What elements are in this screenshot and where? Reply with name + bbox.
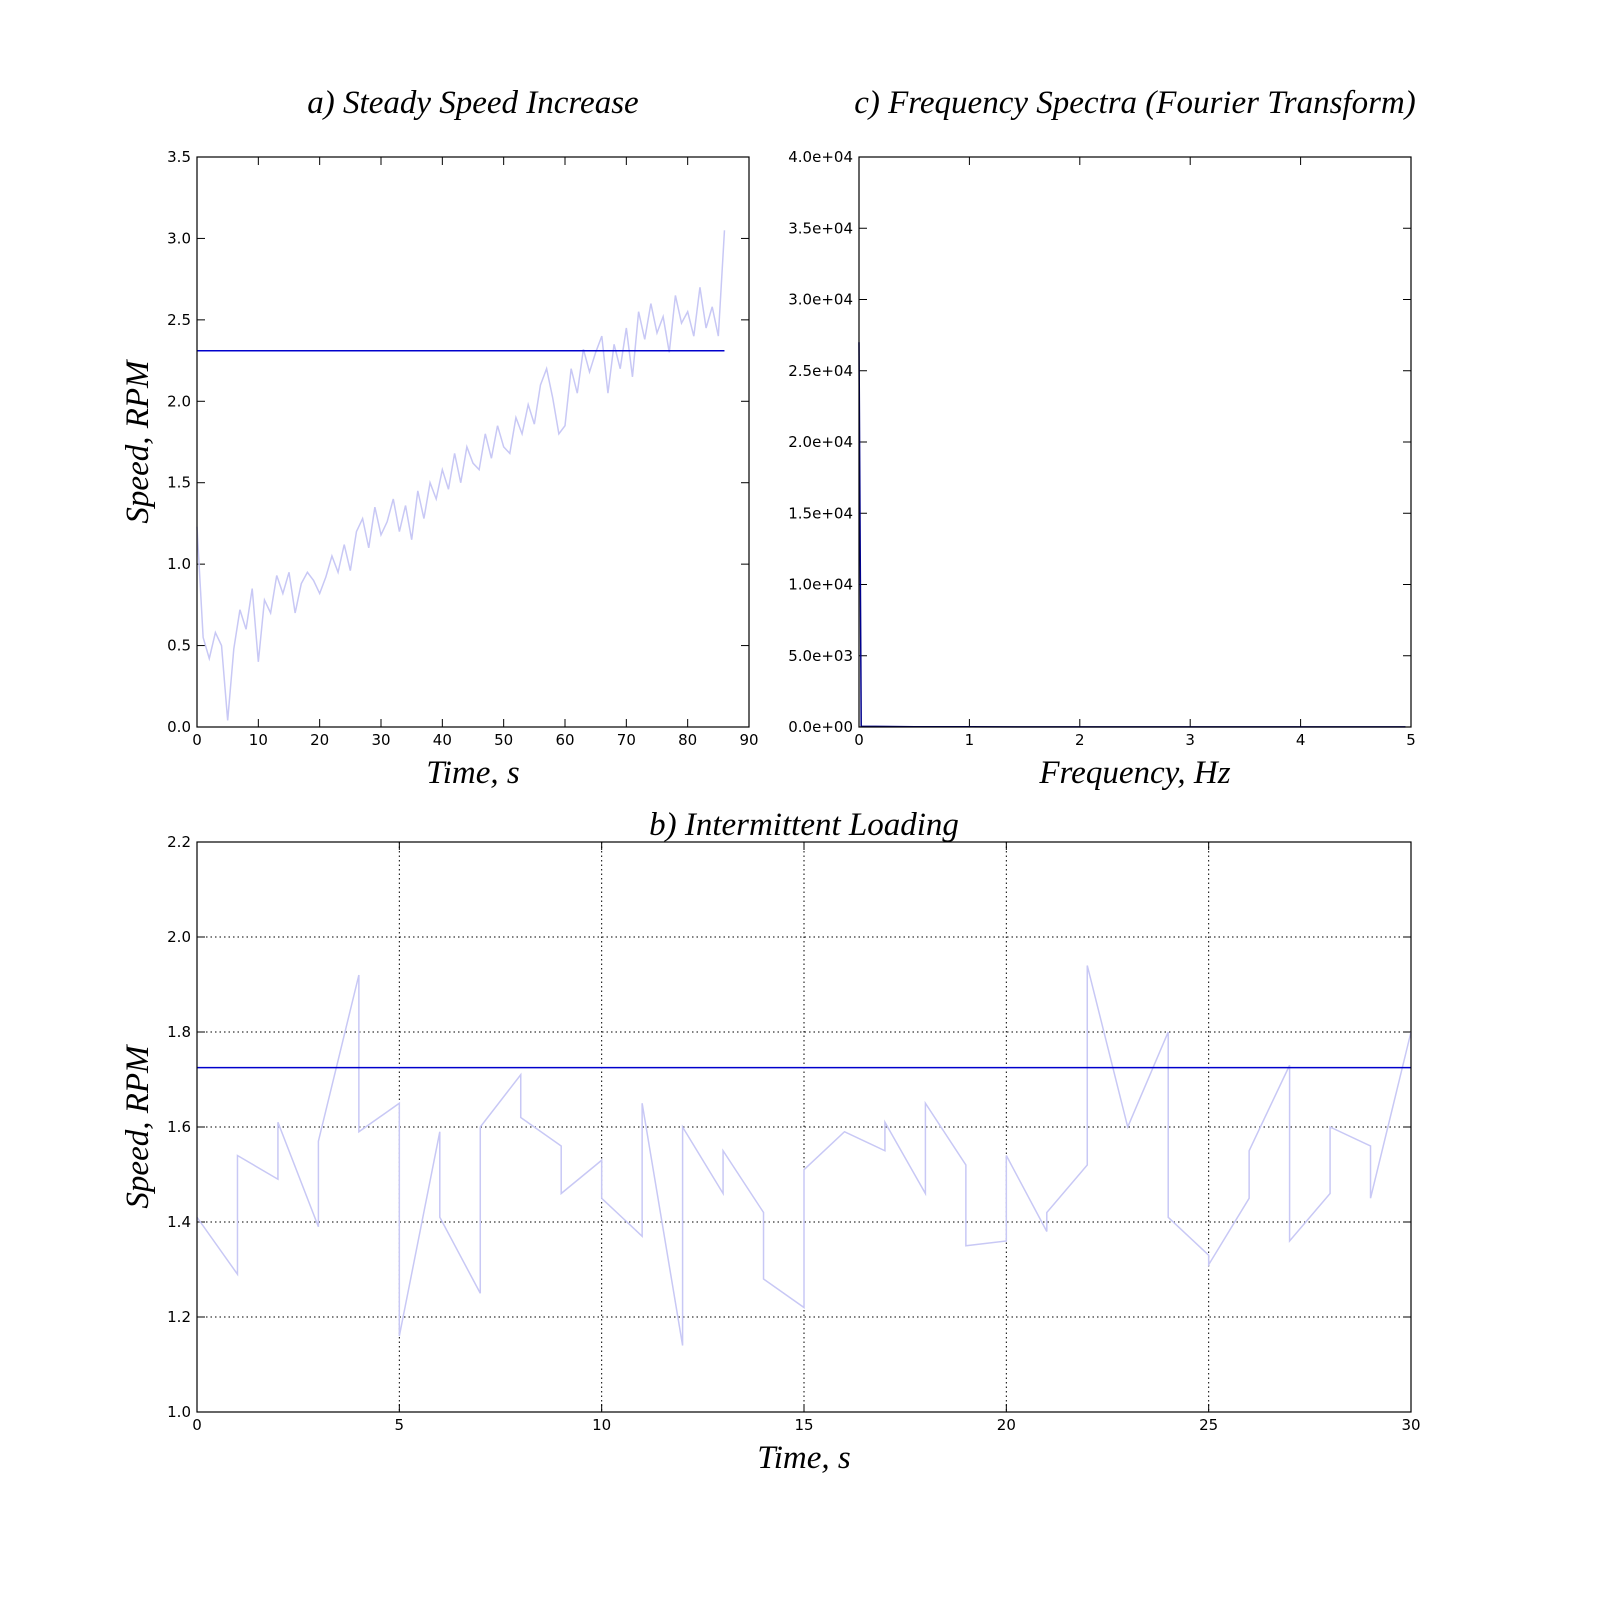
x-axis-label: Time, s	[757, 1440, 851, 1476]
y-tick-label: 3.0	[167, 229, 191, 247]
axes-frame	[858, 156, 1412, 728]
y-tick-label: 2.0e+04	[788, 433, 853, 451]
y-tick-label: 3.5	[167, 148, 191, 166]
x-tick-label: 2	[1075, 731, 1085, 749]
x-tick-label: 5	[395, 1416, 405, 1434]
x-tick-label: 40	[433, 731, 452, 749]
y-tick-label: 1.8	[167, 1023, 191, 1041]
y-tick-label: 1.0	[167, 1403, 191, 1421]
x-tick-label: 80	[678, 731, 697, 749]
y-tick-label: 2.0	[167, 928, 191, 946]
y-tick-label: 2.2	[167, 833, 191, 851]
x-tick-label: 70	[617, 731, 636, 749]
y-tick-label: 3.0e+04	[788, 291, 853, 309]
y-tick-label: 0.0	[167, 718, 191, 736]
x-tick-label: 0	[854, 731, 864, 749]
data-line	[196, 230, 726, 721]
y-tick-label: 5.0e+03	[788, 647, 853, 665]
chart-title: c) Frequency Spectra (Fourier Transform)	[854, 85, 1416, 121]
x-tick-label: 50	[494, 731, 513, 749]
y-tick-label: 1.4	[167, 1213, 191, 1231]
y-tick-label: 0.5	[167, 637, 191, 655]
x-tick-label: 1	[965, 731, 975, 749]
x-tick-label: 30	[1401, 1416, 1420, 1434]
y-tick-label: 1.5	[167, 474, 191, 492]
x-tick-label: 25	[1199, 1416, 1218, 1434]
chart-title: b) Intermittent Loading	[649, 807, 959, 843]
y-axis-label: Speed, RPM	[120, 359, 156, 524]
y-tick-label: 3.5e+04	[788, 219, 853, 237]
x-tick-label: 20	[997, 1416, 1016, 1434]
x-axis-label: Time, s	[426, 755, 520, 791]
y-tick-label: 1.5e+04	[788, 504, 853, 522]
plot-area	[859, 157, 1411, 727]
x-tick-label: 10	[249, 731, 268, 749]
plot-area	[197, 157, 749, 727]
x-tick-label: 30	[371, 731, 390, 749]
x-tick-label: 15	[794, 1416, 813, 1434]
y-tick-label: 2.5	[167, 311, 191, 329]
y-tick-label: 2.5e+04	[788, 362, 853, 380]
chart-title: a) Steady Speed Increase	[307, 85, 638, 121]
x-axis-label: Frequency, Hz	[1038, 755, 1230, 791]
y-axis-label: Speed, RPM	[120, 1044, 156, 1209]
x-tick-label: 20	[310, 731, 329, 749]
x-tick-label: 0	[192, 731, 202, 749]
axes-frame	[196, 841, 1412, 1413]
y-tick-label: 2.0	[167, 392, 191, 410]
x-tick-label: 90	[739, 731, 758, 749]
x-tick-label: 5	[1406, 731, 1416, 749]
x-tick-label: 60	[555, 731, 574, 749]
x-tick-label: 4	[1296, 731, 1306, 749]
y-tick-label: 1.0	[167, 555, 191, 573]
x-tick-label: 3	[1185, 731, 1195, 749]
y-tick-label: 1.2	[167, 1308, 191, 1326]
data-line	[196, 965, 1412, 1346]
y-tick-label: 0.0e+00	[788, 718, 853, 736]
x-tick-label: 10	[592, 1416, 611, 1434]
y-tick-label: 1.6	[167, 1118, 191, 1136]
y-tick-label: 4.0e+04	[788, 148, 853, 166]
x-tick-label: 0	[192, 1416, 202, 1434]
axes-frame	[196, 156, 750, 728]
y-tick-label: 1.0e+04	[788, 576, 853, 594]
